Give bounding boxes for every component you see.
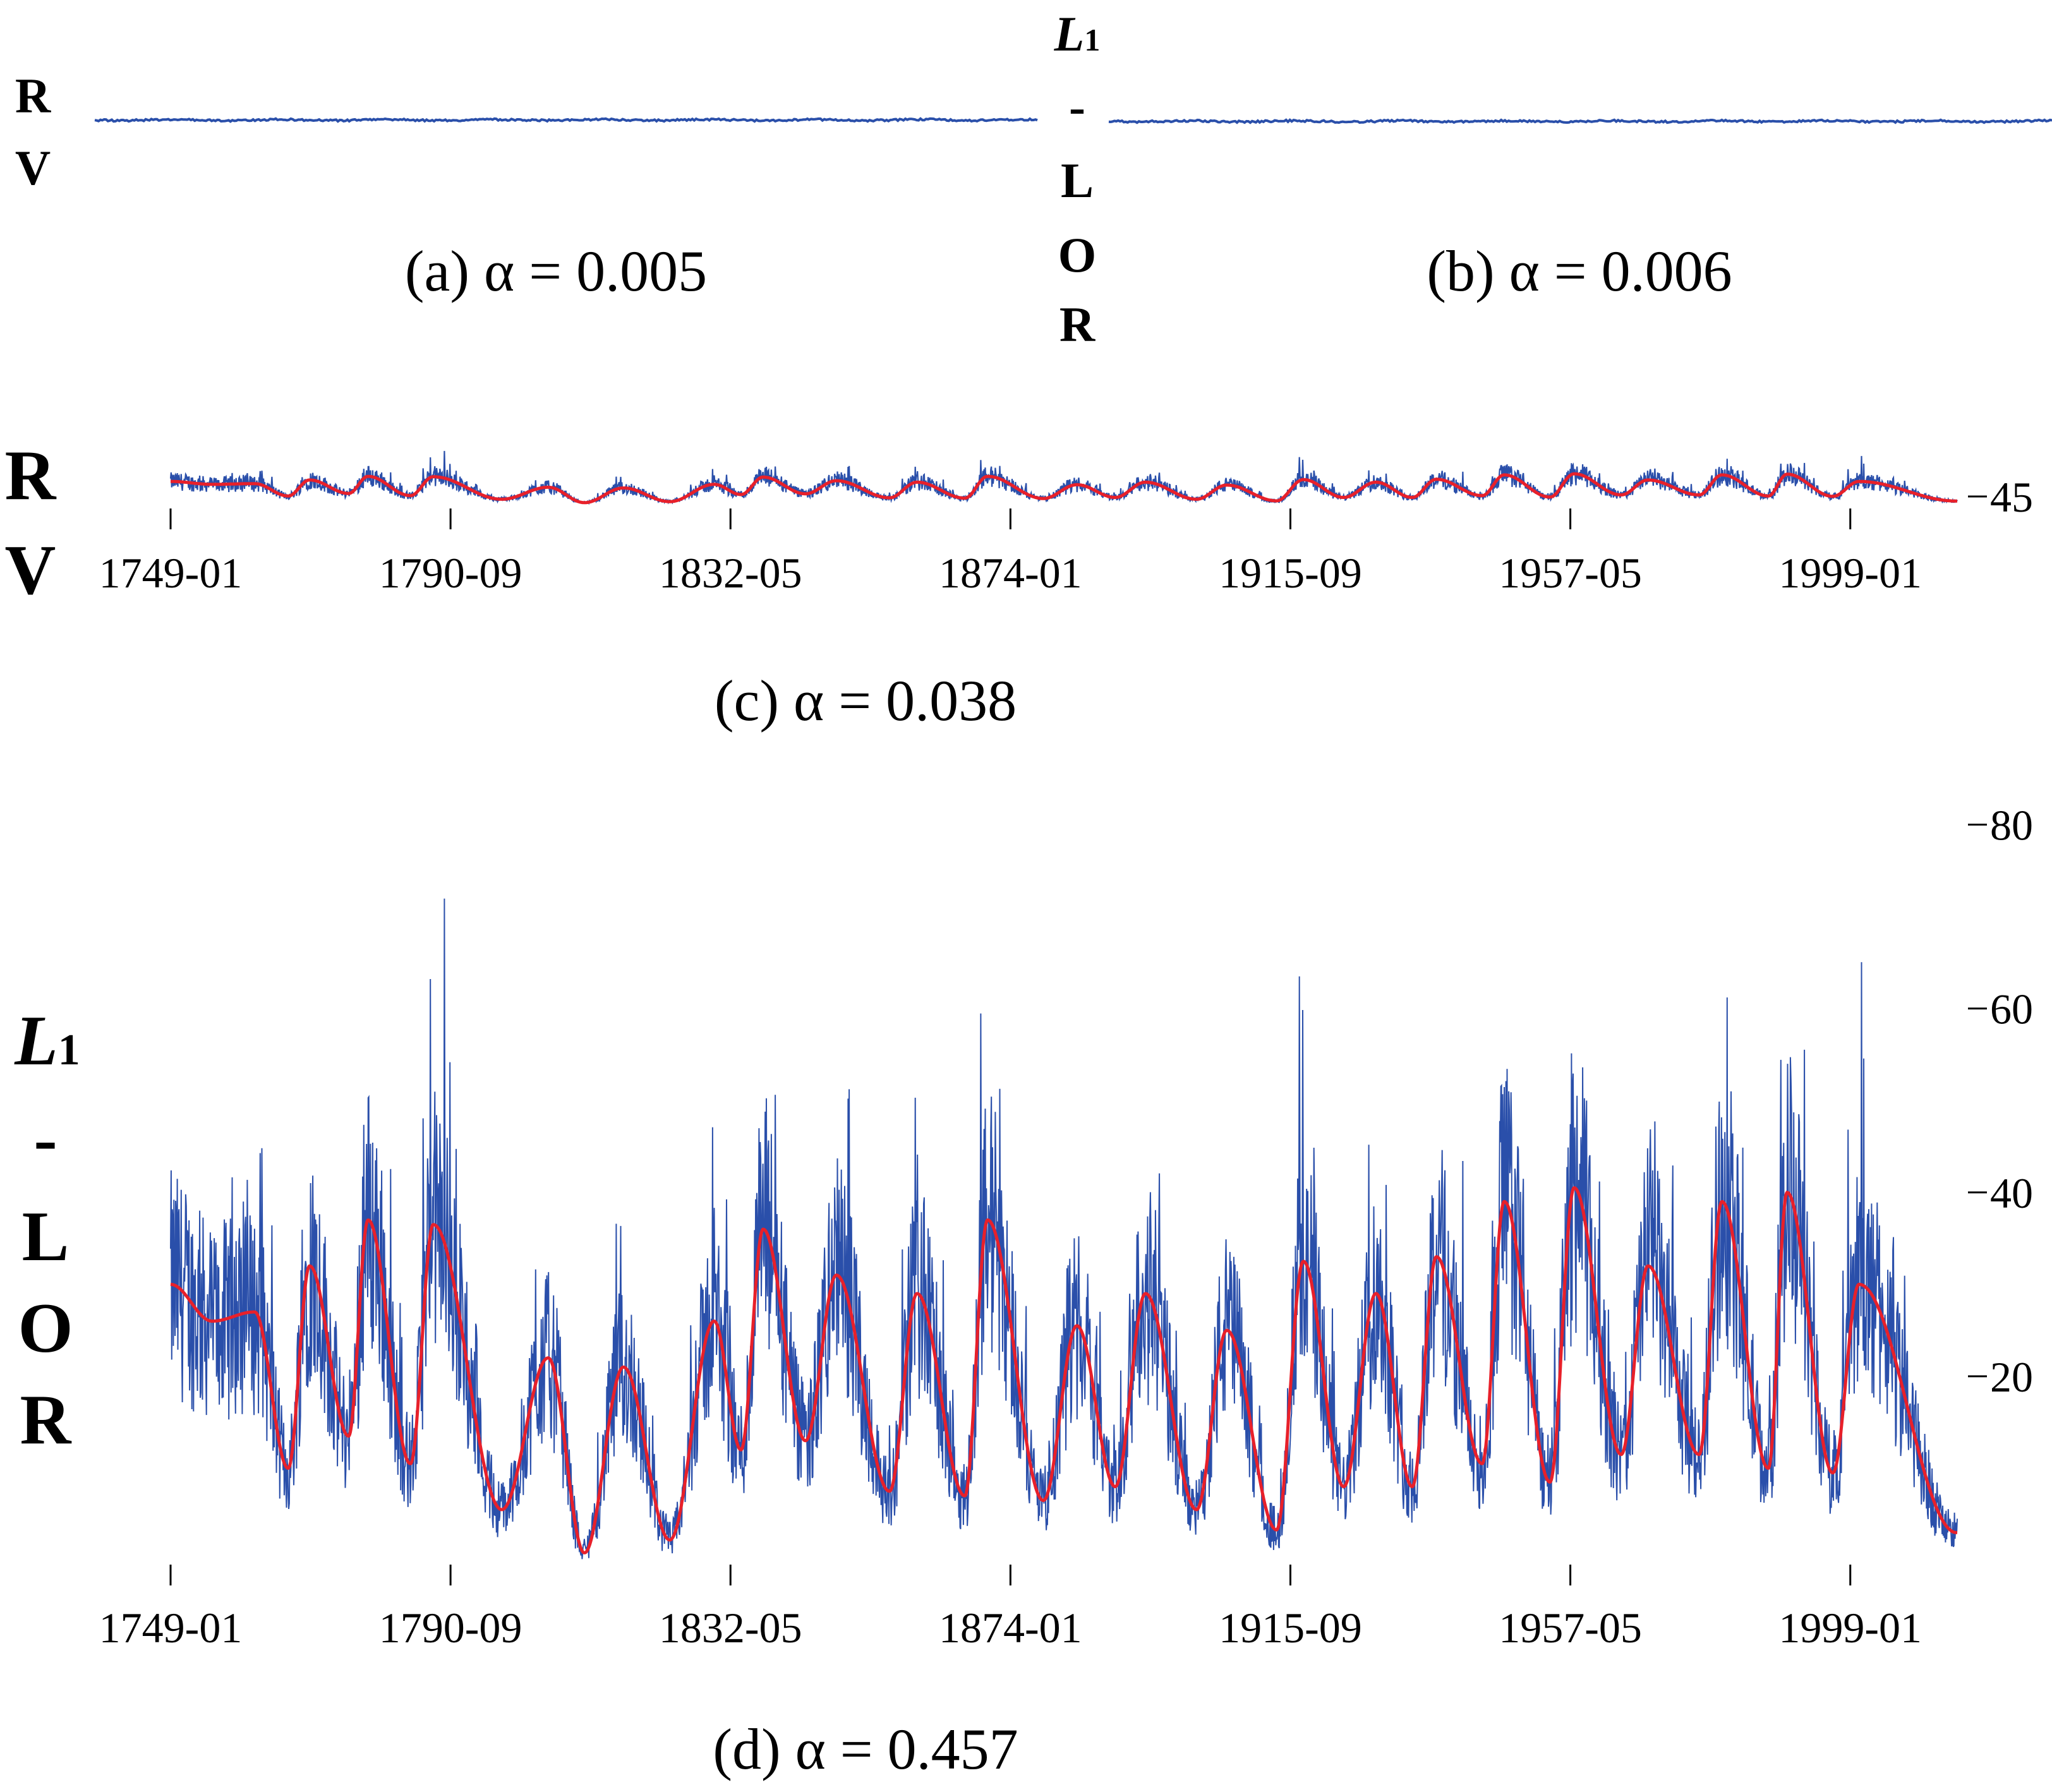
panel-d-x-axis: 1749-01 1790-09 1832-05 1874-01 1915-09 1957-… (99, 1565, 1922, 1652)
panel-a-raw-line (94, 117, 1038, 123)
panel-a: (a) α = 0.005 (94, 117, 1038, 303)
panel-d-y-tick-label-2: 60 (1990, 985, 2033, 1033)
l1-subscript: 1 (58, 1026, 80, 1074)
panel-d-caption: (d) α = 0.457 (713, 1717, 1018, 1781)
panel-d-y-tick-label-3: 80 (1990, 802, 2033, 850)
panel-c-y-tick-label-0: 45 (1990, 473, 2033, 521)
panel-d-raw-line (170, 898, 1958, 1560)
panel-a-caption: (a) α = 0.005 (405, 239, 707, 303)
panel-c-x-tick-label-5: 1957-05 (1499, 549, 1642, 597)
panel-d-y-tick-label-0: 20 (1990, 1353, 2033, 1401)
row-label-l1lor-d-dash: - (33, 1100, 57, 1178)
panel-b-raw-line (1108, 118, 2052, 124)
panel-c-caption: (c) α = 0.038 (715, 668, 1017, 733)
panel-c-y-axis: 45 (1968, 473, 2033, 521)
l1-subscript: 1 (1084, 22, 1100, 57)
panel-c: 1749-01 1790-09 1832-05 1874-01 1915-09 1957-… (99, 450, 2033, 733)
panel-c-smooth-line (171, 472, 1957, 505)
panel-c-raw-line (169, 450, 1958, 505)
row-label-l1lor-top-dash: - (1069, 79, 1085, 134)
panel-c-x-tick-label-2: 1832-05 (659, 549, 802, 597)
panel-d-x-tick-label-1: 1790-09 (379, 1604, 522, 1652)
row-label-rv-top-v: V (15, 140, 51, 195)
panel-d-x-tick-label-0: 1749-01 (99, 1604, 243, 1652)
row-label-l1lor-d-main: L1 (14, 1002, 80, 1080)
panel-d-y-tick-label-1: 40 (1990, 1169, 2033, 1217)
row-label-l1lor-top: L1 - L O R (1054, 6, 1101, 352)
row-label-l1lor-top-main: L1 (1054, 6, 1101, 61)
panel-b: (b) α = 0.006 (1108, 118, 2052, 303)
panel-c-x-tick-label-3: 1874-01 (939, 549, 1082, 597)
panel-c-x-axis: 1749-01 1790-09 1832-05 1874-01 1915-09 1957-… (99, 508, 1922, 597)
row-label-l1lor-d-l: L (22, 1198, 69, 1276)
row-label-l1lor-d-r: R (20, 1381, 72, 1459)
row-label-rv-c-r: R (5, 436, 57, 515)
panel-d-x-tick-label-3: 1874-01 (939, 1604, 1082, 1652)
row-label-rv-c: R V (5, 436, 57, 610)
row-label-l1lor-top-l: L (1061, 153, 1094, 208)
panel-c-x-tick-label-6: 1999-01 (1778, 549, 1922, 597)
panel-d-x-tick-label-4: 1915-09 (1219, 1604, 1362, 1652)
panel-d-y-axis: 20 40 60 80 (1968, 802, 2033, 1401)
panel-d-x-tick-label-6: 1999-01 (1778, 1604, 1922, 1652)
panel-d-x-tick-label-5: 1957-05 (1499, 1604, 1642, 1652)
row-label-l1lor-d-o: O (18, 1289, 73, 1368)
row-label-rv-top: R V (15, 68, 52, 195)
row-label-l1lor-top-r: R (1059, 297, 1096, 352)
panel-d-smooth-line (170, 1186, 1957, 1554)
row-label-l1lor-top-o: O (1058, 227, 1097, 282)
l1-symbol: L (1054, 6, 1085, 61)
row-label-rv-top-r: R (15, 68, 52, 123)
panel-d: 1749-01 1790-09 1832-05 1874-01 1915-09 1957-… (99, 802, 2033, 1781)
panel-c-x-tick-label-0: 1749-01 (99, 549, 243, 597)
panel-d-x-tick-label-2: 1832-05 (659, 1604, 802, 1652)
panel-b-caption: (b) α = 0.006 (1427, 239, 1732, 303)
row-label-l1lor-d: L1 - L O R (14, 1002, 80, 1459)
row-label-rv-c-v: V (5, 531, 56, 610)
l1-symbol: L (14, 1002, 57, 1080)
panel-c-x-tick-label-4: 1915-09 (1219, 549, 1362, 597)
panel-c-x-tick-label-1: 1790-09 (379, 549, 522, 597)
